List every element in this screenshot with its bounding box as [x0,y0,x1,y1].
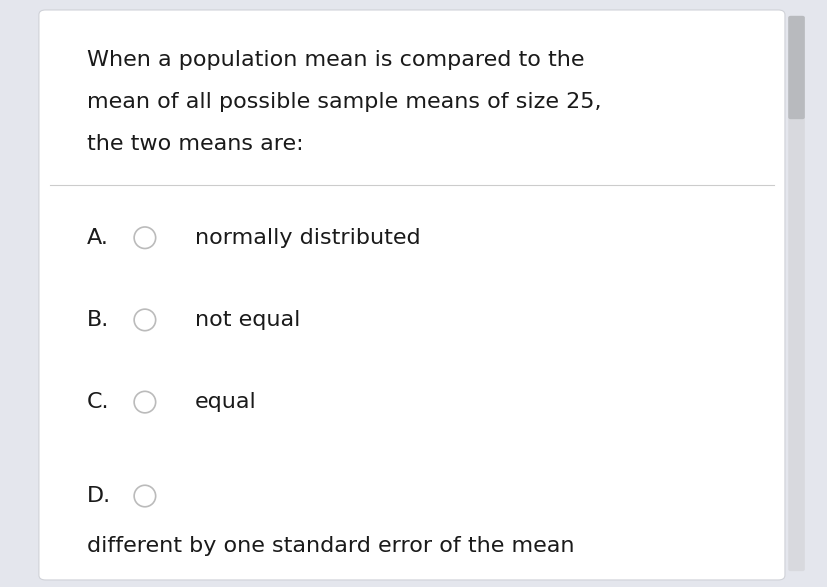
Text: not equal: not equal [194,310,299,330]
Text: B.: B. [87,310,109,330]
Text: normally distributed: normally distributed [194,228,419,248]
FancyBboxPatch shape [39,10,784,580]
FancyBboxPatch shape [787,16,804,119]
Text: D.: D. [87,486,111,506]
Text: mean of all possible sample means of size 25,: mean of all possible sample means of siz… [87,92,600,112]
Text: the two means are:: the two means are: [87,134,304,154]
Text: different by one standard error of the mean: different by one standard error of the m… [87,536,574,556]
Text: equal: equal [194,392,256,412]
Text: When a population mean is compared to the: When a population mean is compared to th… [87,50,584,70]
FancyBboxPatch shape [787,16,804,571]
Text: A.: A. [87,228,108,248]
Text: C.: C. [87,392,109,412]
